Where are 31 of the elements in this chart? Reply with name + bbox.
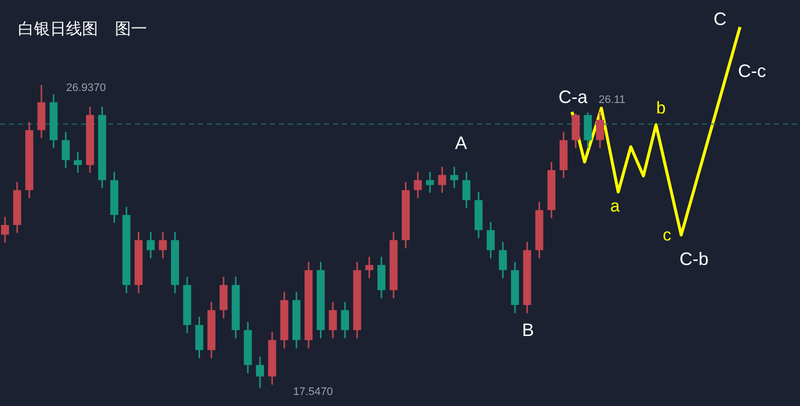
candlestick — [450, 166, 458, 189]
text: C-b — [679, 248, 709, 269]
candlestick — [462, 171, 470, 209]
candlestick — [498, 241, 507, 280]
annotation: 17.5470 — [293, 386, 333, 398]
candlestick — [486, 221, 495, 260]
chart-title: 白银日线图 — [18, 20, 98, 38]
annotation: C-a — [558, 86, 588, 107]
candlestick — [341, 301, 349, 340]
candlestick — [74, 151, 82, 174]
candlestick — [596, 110, 604, 149]
annotation: C — [714, 8, 726, 29]
candlestick — [414, 171, 422, 199]
candlestick — [158, 231, 167, 260]
annotation: 26.11 — [598, 94, 626, 106]
annotation: a — [610, 196, 620, 216]
annotation: c — [662, 225, 672, 244]
annotation: b — [656, 98, 666, 118]
candlestick — [328, 301, 337, 340]
candlestick — [365, 256, 374, 280]
candlestick — [146, 231, 155, 260]
candlestick — [256, 356, 264, 389]
candlestick — [1, 216, 9, 244]
candlestick — [62, 131, 70, 169]
annotation: 26.9370 — [66, 82, 106, 94]
annotation: A — [454, 132, 468, 153]
candlestick — [438, 166, 446, 194]
annotation: B — [522, 320, 534, 340]
chart-subtitle: 图一 — [115, 21, 147, 38]
annotation: C-c — [738, 60, 766, 81]
candlestick — [426, 171, 434, 194]
